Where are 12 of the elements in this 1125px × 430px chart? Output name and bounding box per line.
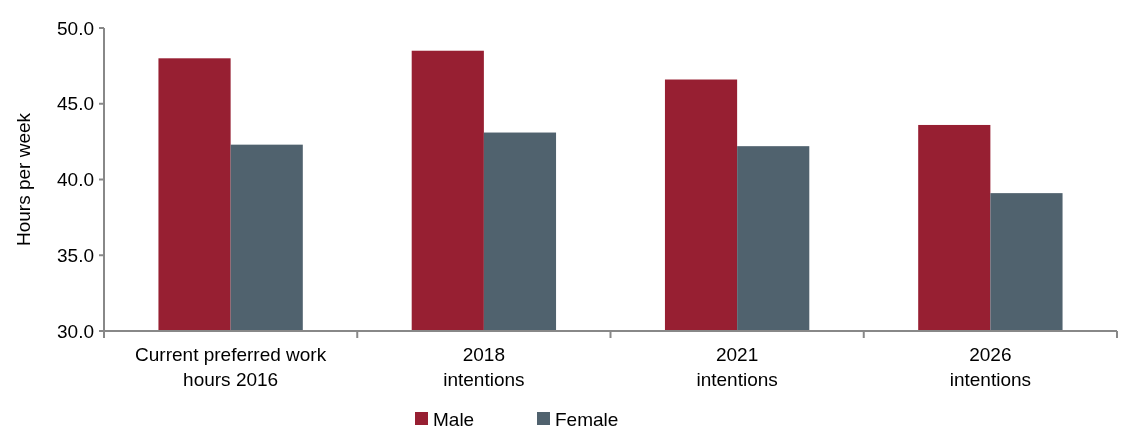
- y-tick-label: 30.0: [57, 320, 94, 342]
- x-tick-label: 2018 intentions: [443, 344, 525, 390]
- y-tick-label: 35.0: [57, 244, 94, 266]
- x-tick-label: 2026 intentions: [949, 344, 1032, 390]
- y-axis-title: Hours per week: [13, 112, 34, 247]
- y-tick-label: 50.0: [57, 17, 94, 39]
- y-tick-label: 40.0: [57, 169, 94, 191]
- legend-label: Female: [555, 408, 619, 430]
- x-tick-label: Current preferred work hours 2016: [135, 344, 327, 390]
- y-tick-label: 45.0: [57, 93, 94, 115]
- legend-label: Male: [433, 408, 475, 430]
- x-tick-label: 2021 intentions: [696, 344, 778, 390]
